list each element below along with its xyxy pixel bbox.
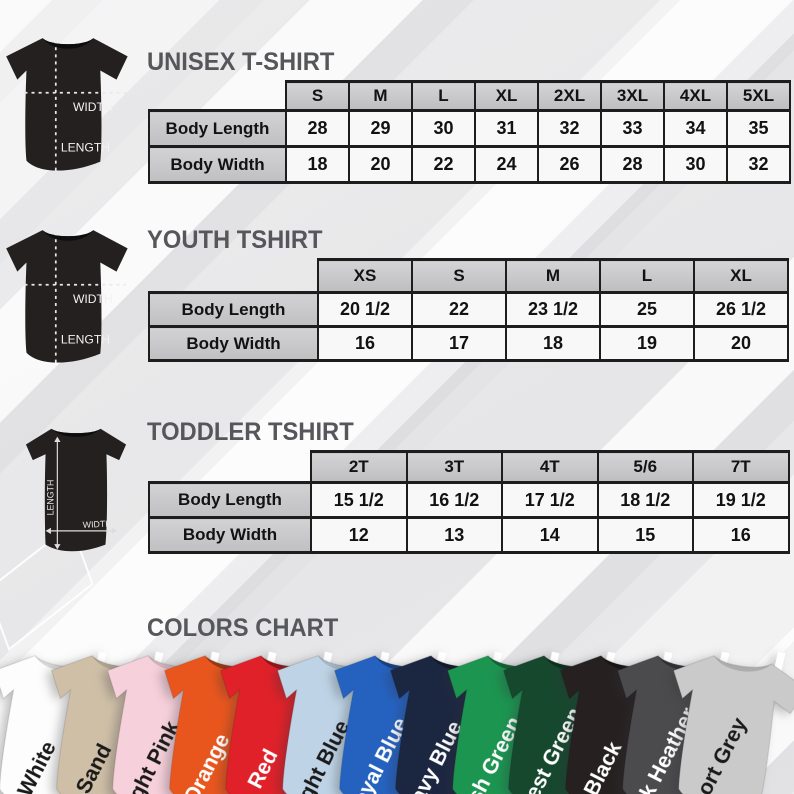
- measurement-row-label: Body Length: [148, 481, 312, 519]
- colors-chart-title: COLORS CHART: [147, 614, 339, 642]
- table-corner-cell: [149, 82, 286, 111]
- measurement-value-cell: 14: [501, 516, 599, 554]
- size-column-header: 3XL: [600, 80, 665, 112]
- table-corner-cell: [149, 452, 311, 483]
- size-column-header: XL: [474, 80, 539, 112]
- measurement-value-cell: 25: [599, 291, 695, 328]
- measurement-value-cell: 16: [317, 325, 413, 362]
- color-swatch-shirt: Sport Grey: [646, 636, 794, 794]
- size-column-header: S: [285, 80, 350, 112]
- measurement-value-cell: 30: [663, 145, 728, 184]
- measurement-value-cell: 22: [411, 145, 476, 184]
- measurement-value-cell: 22: [411, 291, 507, 328]
- measurement-row-label: Body Width: [148, 325, 319, 362]
- black-tshirt-shape: [6, 38, 128, 171]
- size-column-header: 4XL: [663, 80, 728, 112]
- measurement-value-cell: 23 1/2: [505, 291, 601, 328]
- width-label: WIDTH: [82, 518, 111, 530]
- unisex-size-table: S M L XL 2XL 3XL 4XL 5XL Body Length 28 29 30 31 32 33…: [148, 80, 791, 184]
- unisex-shirt-measurement-diagram: WIDTH LENGTH: [6, 38, 128, 178]
- black-toddler-tshirt-shape: [25, 428, 127, 552]
- arrowhead-up: [54, 436, 61, 442]
- size-column-header: M: [348, 80, 413, 112]
- collar-shape: [51, 428, 101, 437]
- collar-shape: [42, 230, 94, 241]
- youth-section-title: YOUTH TSHIRT: [147, 226, 323, 254]
- measurement-value-cell: 15 1/2: [310, 481, 408, 519]
- toddler-size-table: 2T 3T 4T 5/6 7T Body Length 15 1/2 16 1/2 17 1/2…: [148, 450, 790, 554]
- size-column-header: 4T: [501, 450, 599, 484]
- measurement-value-cell: 20 1/2: [317, 291, 413, 328]
- measurement-value-cell: 24: [474, 145, 539, 184]
- arrowhead-left: [45, 527, 51, 534]
- measurement-value-cell: 15: [596, 516, 694, 554]
- size-column-header: XL: [693, 258, 789, 294]
- table-corner-cell: [149, 260, 318, 293]
- measurement-value-cell: 26: [537, 145, 602, 184]
- arrowhead-down: [54, 544, 61, 550]
- measurement-value-cell: 29: [348, 109, 413, 148]
- measurement-value-cell: 28: [285, 109, 350, 148]
- measurement-value-cell: 28: [600, 145, 665, 184]
- width-label: WIDTH: [73, 292, 113, 306]
- width-label: WIDTH: [73, 100, 113, 114]
- measurement-value-cell: 20: [693, 325, 789, 362]
- measurement-row-label: Body Length: [148, 109, 287, 148]
- measurement-value-cell: 18: [285, 145, 350, 184]
- size-column-header: L: [599, 258, 695, 294]
- size-column-header: 2T: [310, 450, 408, 484]
- size-column-header: 7T: [692, 450, 790, 484]
- measurement-value-cell: 19: [599, 325, 695, 362]
- size-column-header: 2XL: [537, 80, 602, 112]
- measurement-value-cell: 32: [537, 109, 602, 148]
- measurement-value-cell: 13: [405, 516, 503, 554]
- measurement-value-cell: 17: [411, 325, 507, 362]
- measurement-value-cell: 19 1/2: [692, 481, 790, 519]
- size-column-header: S: [411, 258, 507, 294]
- toddler-section-title: TODDLER TSHIRT: [147, 418, 354, 446]
- measurement-row-label: Body Width: [148, 145, 287, 184]
- measurement-row-label: Body Length: [148, 291, 319, 328]
- size-column-header: L: [411, 80, 476, 112]
- measurement-value-cell: 18 1/2: [596, 481, 694, 519]
- size-column-header: 5/6: [596, 450, 694, 484]
- measurement-value-cell: 18: [505, 325, 601, 362]
- black-tshirt-shape: [6, 230, 128, 363]
- measurement-value-cell: 30: [411, 109, 476, 148]
- measurement-value-cell: 20: [348, 145, 413, 184]
- size-column-header: 5XL: [726, 80, 791, 112]
- size-column-header: XS: [317, 258, 413, 294]
- arrowhead-right: [111, 527, 118, 534]
- measurement-value-cell: 16: [692, 516, 790, 554]
- measurement-value-cell: 12: [310, 516, 408, 554]
- youth-shirt-measurement-diagram: WIDTH LENGTH: [6, 230, 128, 370]
- length-label: LENGTH: [61, 140, 110, 154]
- measurement-value-cell: 33: [600, 109, 665, 148]
- measurement-value-cell: 16 1/2: [405, 481, 503, 519]
- youth-size-table: XS S M L XL Body Length 20 1/2 22 23 1/2 25 26 1/2…: [148, 258, 789, 362]
- collar-shape: [42, 38, 94, 49]
- length-label: LENGTH: [45, 480, 55, 516]
- measurement-value-cell: 35: [726, 109, 791, 148]
- size-column-header: 3T: [405, 450, 503, 484]
- measurement-value-cell: 26 1/2: [693, 291, 789, 328]
- unisex-section-title: UNISEX T-SHIRT: [147, 48, 335, 76]
- measurement-row-label: Body Width: [148, 516, 312, 554]
- measurement-value-cell: 34: [663, 109, 728, 148]
- size-column-header: M: [505, 258, 601, 294]
- toddler-shirt-measurement-diagram: LENGTH WIDTH: [25, 428, 127, 552]
- measurement-value-cell: 17 1/2: [501, 481, 599, 519]
- measurement-value-cell: 31: [474, 109, 539, 148]
- measurement-value-cell: 32: [726, 145, 791, 184]
- length-label: LENGTH: [61, 332, 110, 346]
